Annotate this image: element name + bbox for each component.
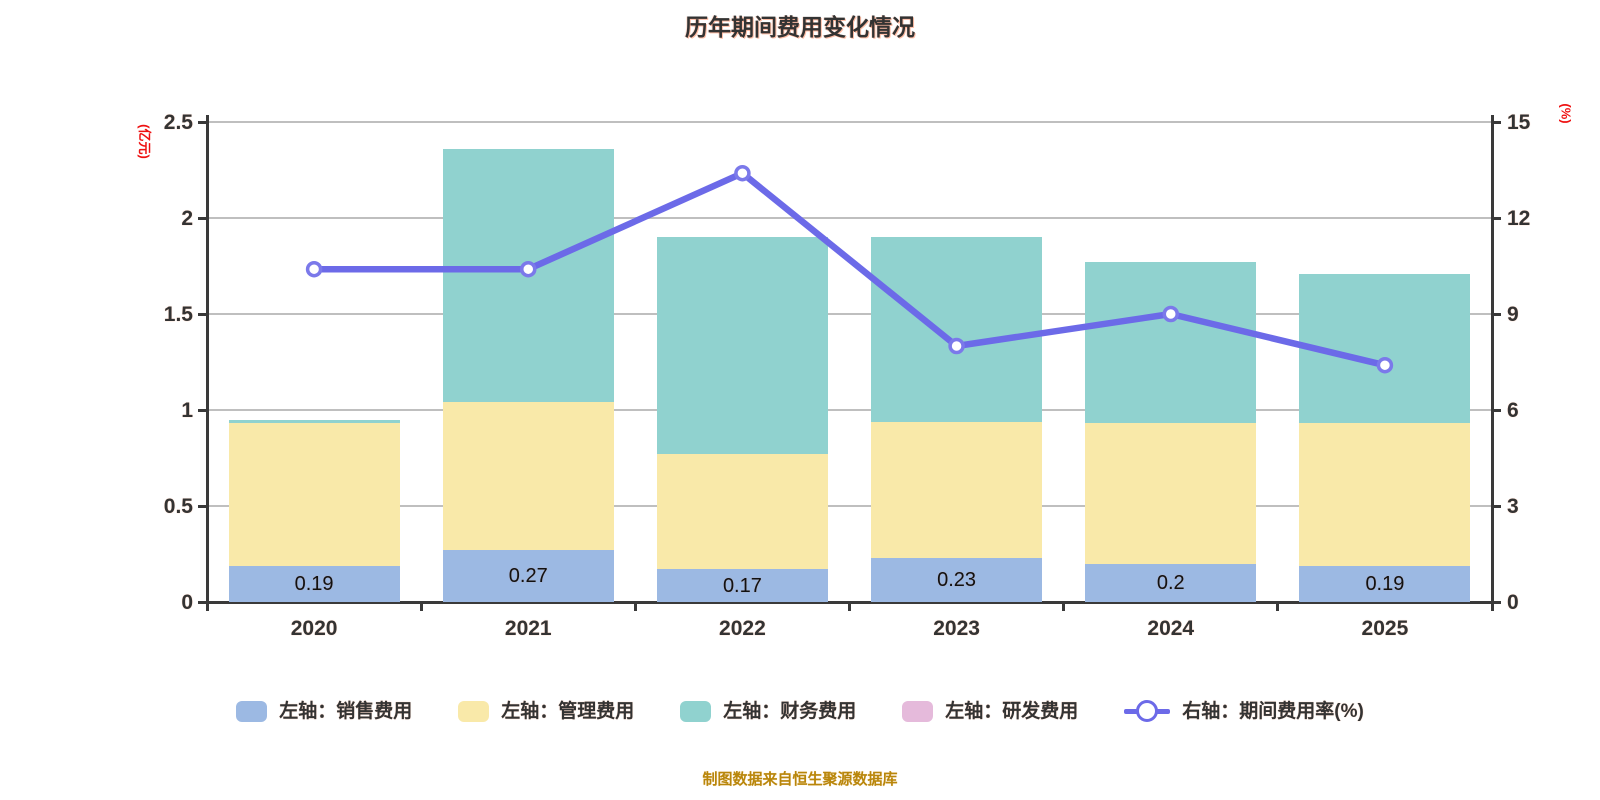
left-axis-tick-label: 2.5 [163,111,193,134]
h-gridline [207,409,1492,411]
right-axis-tick [1492,600,1501,604]
left-axis-name: (亿元) [136,124,152,159]
x-axis-tick [1276,602,1280,611]
bar-value-label-2023: 0.23 [937,568,977,591]
h-gridline [207,121,1492,123]
bar-segment-2021-s1[interactable] [442,402,614,551]
rate-point-2021[interactable] [520,260,537,278]
bar-value-label-2020: 0.19 [294,572,334,595]
rate-point-2020[interactable] [305,260,323,278]
bar-segment-2025-s0[interactable] [1299,565,1471,602]
right-axis-tick-label: 15 [1507,111,1531,134]
bar-segment-2023-s0[interactable] [871,557,1043,602]
left-axis-tick-label: 2 [181,207,193,230]
x-axis-label-2024: 2024 [1147,617,1195,640]
bar-segment-2025-s1[interactable] [1299,423,1471,566]
right-axis-tick [1492,120,1501,124]
legend-label: 左轴：销售费用 [279,700,413,722]
left-axis-tick [198,600,207,604]
bar-segment-2023-s1[interactable] [871,421,1043,558]
legend-line-marker-icon [1124,700,1171,722]
left-axis-tick [198,216,207,220]
legend-item-2[interactable]: 左轴：财务费用 [680,700,857,722]
x-axis-tick [205,602,209,611]
x-axis-label-2022: 2022 [719,617,766,640]
bar-value-label-2022: 0.17 [722,574,762,597]
legend-label: 右轴：期间费用率(%) [1182,700,1364,722]
right-axis-tick-label: 3 [1507,495,1519,518]
x-axis-label-2025: 2025 [1361,617,1409,640]
bar-segment-2020-s2[interactable] [228,419,400,424]
legend-swatch-icon [458,700,490,722]
x-axis-label-2023: 2023 [933,617,980,640]
x-axis-tick [633,602,637,611]
bar-segment-2021-s0[interactable] [442,550,614,602]
bar-segment-2020-s1[interactable] [228,423,400,566]
bar-value-label-2025: 0.19 [1365,572,1405,595]
legend-label: 左轴：财务费用 [723,700,857,722]
x-axis-tick [1490,602,1494,611]
left-axis-tick [198,504,207,508]
right-axis-tick [1492,408,1501,412]
legend-label: 左轴：研发费用 [945,700,1079,722]
rate-point-2022[interactable] [734,164,751,182]
chart-title: 历年期间费用变化情况 [685,14,915,40]
right-axis-tick-label: 9 [1507,303,1519,326]
right-axis-tick-label: 0 [1507,591,1519,614]
left-axis-tick-label: 1.5 [163,303,193,326]
bar-segment-2024-s0[interactable] [1085,563,1257,602]
rate-point-2023[interactable] [948,337,965,355]
bar-value-label-2021: 0.27 [508,565,548,588]
legend-item-0[interactable]: 左轴：销售费用 [236,700,413,722]
bar-segment-2022-s0[interactable] [656,569,828,602]
legend-swatch-icon [902,700,934,722]
x-axis-tick [848,602,851,611]
right-axis-tick [1492,312,1501,316]
x-axis-tick [1062,602,1066,611]
x-axis-label-2021: 2021 [504,617,552,640]
legend-circle-icon [1136,700,1159,722]
x-axis-tick [419,602,423,611]
bar-segment-2022-s2[interactable] [656,237,828,455]
left-axis-tick-label: 0 [181,591,193,614]
right-axis-tick [1492,216,1501,220]
left-axis-tick-label: 1 [181,399,193,422]
left-axis-line [205,115,209,602]
legend-item-4[interactable]: 右轴：期间费用率(%) [1124,700,1364,722]
left-axis-tick [198,312,207,316]
bar-segment-2023-s2[interactable] [871,237,1043,422]
data-source-note: 制图数据来自恒生聚源数据库 [702,771,898,788]
chart-legend: 左轴：销售费用 左轴：管理费用 左轴：财务费用 左轴：研发费用 右轴：期间费用率(%) [0,700,1600,722]
bar-segment-2024-s2[interactable] [1085,262,1257,424]
right-axis-tick [1492,504,1501,508]
right-axis-name: (%) [1558,103,1574,124]
rate-point-2025[interactable] [1376,356,1394,374]
left-axis-tick [198,120,207,124]
legend-label: 左轴：管理费用 [501,700,635,722]
h-gridline [207,217,1492,219]
h-gridline [207,505,1492,507]
x-axis-label-2020: 2020 [290,617,338,640]
legend-item-3[interactable]: 左轴：研发费用 [902,700,1079,722]
right-axis-tick-label: 6 [1507,399,1519,422]
right-axis-line [1490,115,1494,602]
legend-item-1[interactable]: 左轴：管理费用 [458,700,635,722]
legend-swatch-icon [236,700,268,722]
bar-segment-2025-s2[interactable] [1299,273,1471,424]
left-axis-tick-label: 0.5 [163,495,193,518]
right-axis-tick-label: 12 [1507,207,1531,230]
rate-point-2024[interactable] [1162,305,1179,323]
bar-segment-2022-s1[interactable] [656,454,828,570]
bar-segment-2024-s1[interactable] [1085,423,1257,564]
legend-swatch-icon [680,700,712,722]
bar-segment-2020-s0[interactable] [228,565,400,602]
left-axis-tick [198,408,207,412]
bar-value-label-2024: 0.2 [1156,571,1185,594]
